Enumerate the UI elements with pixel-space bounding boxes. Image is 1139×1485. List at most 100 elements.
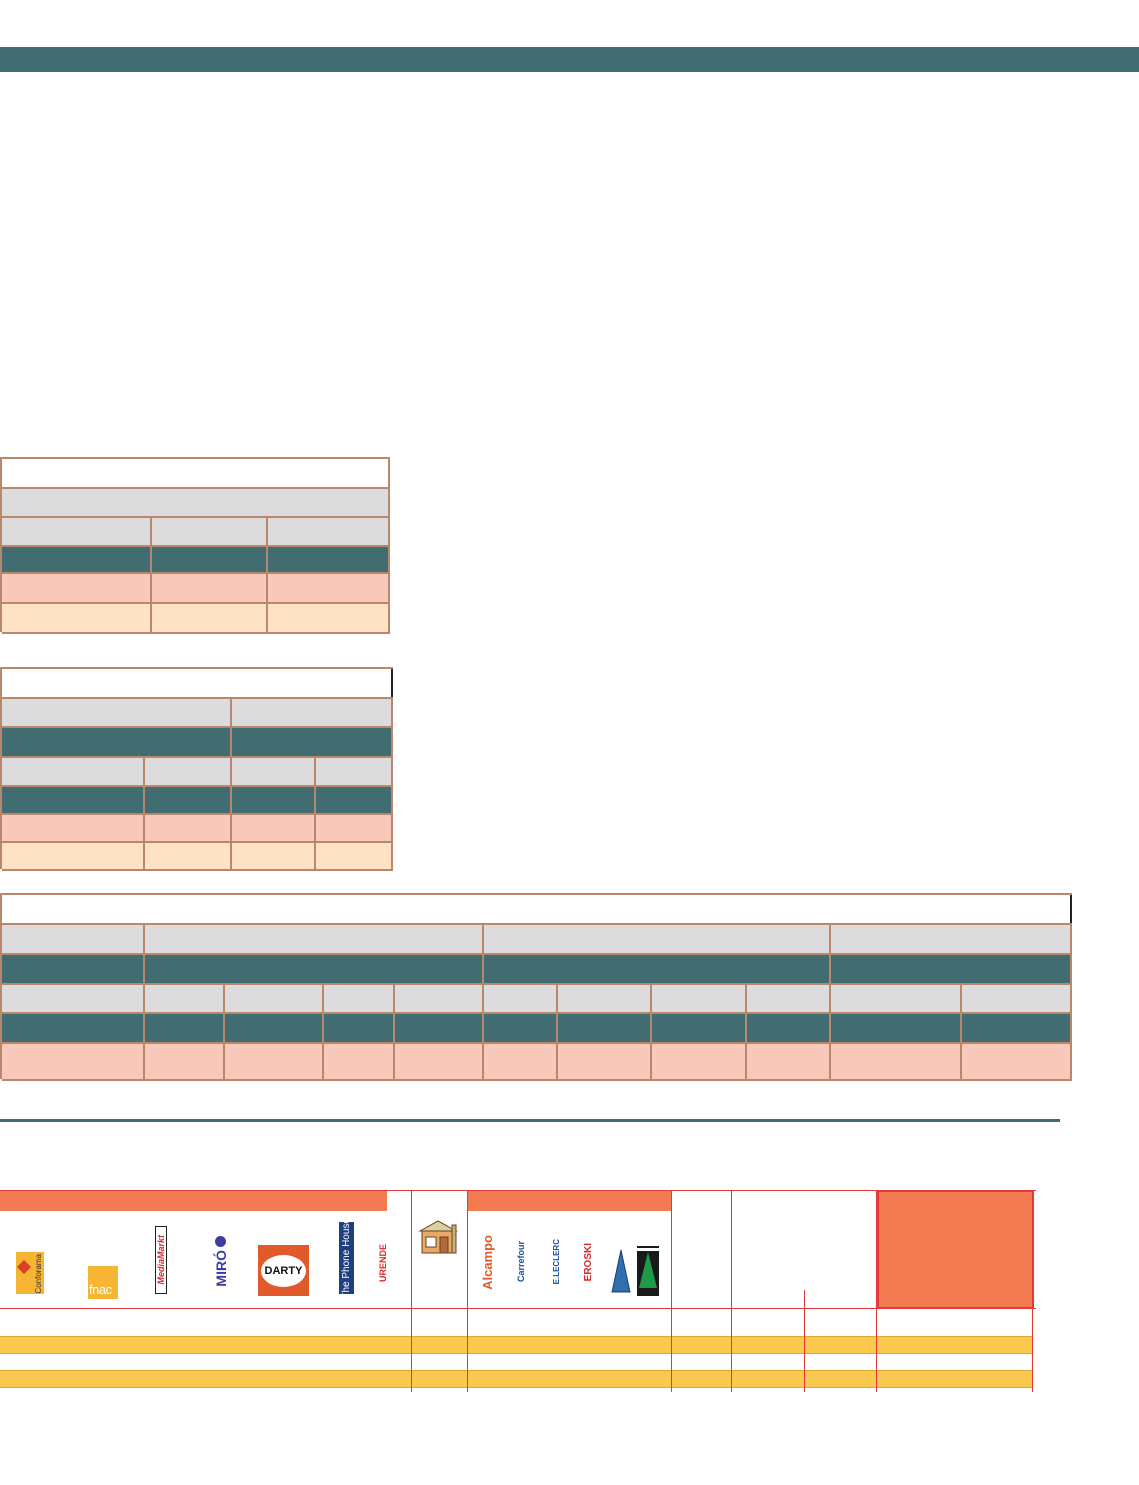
table-cell	[831, 1014, 962, 1042]
table-cell	[2, 728, 232, 756]
urende-logo-text: URENDE	[378, 1243, 388, 1282]
alcampo-logo: Alcampo	[478, 1230, 496, 1294]
grid-line	[731, 1308, 732, 1392]
table-cell	[484, 955, 831, 983]
table-1-pink-row	[2, 574, 390, 604]
el-corte-ingles-logo-icon	[637, 1246, 659, 1296]
table-cell	[268, 518, 390, 545]
table-3-title-row	[2, 895, 1072, 925]
table-cell	[2, 699, 232, 726]
table-cell	[2, 985, 145, 1012]
table-1-title-row	[2, 459, 390, 489]
table-cell	[324, 1044, 395, 1079]
table-cell	[316, 843, 393, 869]
table-2-teal-row	[2, 787, 393, 815]
table-cell	[2, 604, 152, 632]
table-2-peach-row	[2, 843, 393, 871]
section-divider	[0, 1119, 1060, 1122]
table-cell	[324, 1014, 395, 1042]
table-cell	[232, 815, 316, 841]
carrefour-logo: Carrefour	[513, 1228, 529, 1296]
grid-line	[0, 1190, 1036, 1191]
conforama-logo-text: Conforama	[34, 1254, 43, 1294]
grid-line	[731, 1190, 732, 1392]
table-cell	[652, 1044, 747, 1079]
table-3	[0, 893, 1072, 1081]
mediamarkt-logo-text: MediaMarkt	[156, 1235, 166, 1285]
alcampo-logo-text: Alcampo	[479, 1234, 495, 1290]
table-cell	[232, 758, 316, 785]
table-cell	[2, 518, 152, 545]
table-1	[0, 457, 390, 634]
table-cell	[145, 925, 484, 953]
table-2-teal-header-row	[2, 728, 393, 758]
table-cell	[145, 985, 225, 1012]
table-cell	[747, 1014, 831, 1042]
table-cell	[152, 547, 268, 572]
eroski-logo: EROSKI	[580, 1228, 596, 1296]
table-cell	[831, 985, 962, 1012]
table-cell	[484, 1044, 558, 1079]
grid-line	[411, 1308, 412, 1392]
table-cell	[145, 955, 484, 983]
grid-line	[467, 1190, 468, 1392]
table-cell	[558, 1014, 652, 1042]
el-corte-ingles-logo-svg	[637, 1246, 659, 1296]
mediamarkt-logo: MediaMarkt	[155, 1226, 167, 1294]
grid-line	[1032, 1190, 1033, 1392]
electronics-chains-header	[0, 1190, 387, 1211]
triangle-logo-svg	[611, 1249, 631, 1293]
grid-line	[671, 1190, 672, 1392]
table-cell	[268, 547, 390, 572]
table-cell	[316, 815, 393, 841]
table-cell	[831, 925, 1072, 953]
table-2-header-row	[2, 699, 393, 728]
table-cell	[484, 1014, 558, 1042]
table-cell	[232, 699, 393, 726]
table-cell	[2, 574, 152, 602]
retailer-logo-table: Conforama fnac MediaMarkt MIRÓ DARTY The…	[0, 1190, 1036, 1392]
table-cell	[2, 815, 145, 841]
table-cell	[225, 1044, 324, 1079]
table-2-pink-row	[2, 815, 393, 843]
grid-line	[671, 1308, 672, 1392]
grid-line	[411, 1190, 412, 1392]
miro-dot-icon	[215, 1236, 226, 1247]
table-cell	[225, 985, 324, 1012]
table-cell	[831, 1044, 962, 1079]
table-1-teal-row	[2, 547, 390, 574]
table-cell	[232, 787, 316, 813]
darty-logo: DARTY	[258, 1245, 309, 1296]
grid-line	[804, 1308, 805, 1392]
grid-line	[876, 1190, 877, 1392]
table-2-title-row	[2, 669, 393, 699]
table-cell	[395, 1044, 484, 1079]
table-cell	[145, 1014, 225, 1042]
phone-house-logo-text: The Phone House	[341, 1222, 352, 1294]
table-cell	[2, 758, 145, 785]
miro-logo-text: MIRÓ	[213, 1250, 229, 1287]
hypermarkets-header	[468, 1190, 671, 1211]
table-3-subheader-row	[2, 985, 1072, 1014]
fnac-logo-text: fnac	[89, 1282, 112, 1297]
table-cell	[962, 985, 1072, 1012]
table-3-teal-header-row	[2, 955, 1072, 985]
table-cell	[962, 1044, 1072, 1079]
table-3-pink-row	[2, 1044, 1072, 1081]
table-cell	[2, 895, 1072, 923]
eroski-logo-text: EROSKI	[582, 1242, 594, 1282]
urende-logo: URENDE	[375, 1232, 391, 1294]
table-1-peach-row	[2, 604, 390, 634]
table-cell	[395, 1014, 484, 1042]
table-cell	[145, 758, 232, 785]
table-cell	[145, 843, 232, 869]
small-shop-icon-svg	[418, 1220, 458, 1254]
table-cell	[2, 925, 145, 953]
table-cell	[316, 758, 393, 785]
table-cell	[145, 787, 232, 813]
table-cell	[395, 985, 484, 1012]
table-cell	[232, 843, 316, 869]
table-cell	[2, 547, 152, 572]
table-cell	[484, 925, 831, 953]
table-cell	[2, 843, 145, 869]
